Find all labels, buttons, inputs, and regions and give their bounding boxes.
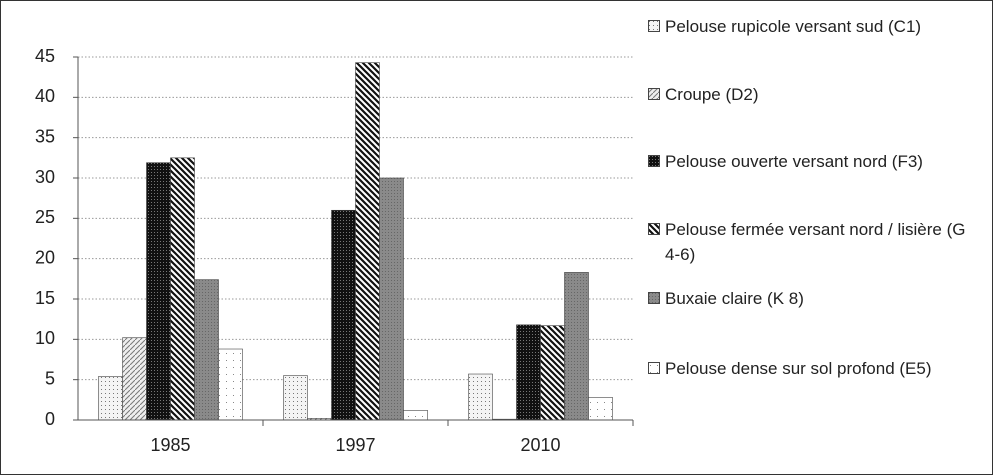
legend-entry: Pelouse rupicole versant sud (C1) [648, 14, 983, 39]
bar [468, 373, 493, 421]
legend-entry: Buxaie claire (K 8) [648, 286, 983, 311]
y-tick-label: 40 [35, 86, 55, 106]
y-tick-label: 25 [35, 207, 55, 227]
x-tick-label: 1997 [335, 435, 375, 455]
bar [355, 62, 380, 421]
legend-swatch [648, 223, 660, 235]
bar [218, 348, 243, 421]
bar [516, 324, 541, 421]
bar [98, 376, 123, 421]
bar [588, 397, 613, 421]
y-tick-label: 20 [35, 247, 55, 267]
y-tick-label: 35 [35, 126, 55, 146]
legend-label: Pelouse dense sur sol profond (E5) [665, 359, 932, 378]
legend-label: Buxaie claire (K 8) [665, 289, 804, 308]
y-tick-label: 0 [45, 409, 55, 429]
legend-entry: Pelouse ouverte versant nord (F3) [648, 149, 983, 174]
y-tick-label: 10 [35, 328, 55, 348]
x-tick-label: 1985 [150, 435, 190, 455]
y-tick-label: 30 [35, 167, 55, 187]
legend-entry: Croupe (D2) [648, 82, 983, 107]
bar [194, 279, 219, 421]
legend-swatch [648, 362, 660, 374]
legend-label: Croupe (D2) [665, 85, 759, 104]
legend-swatch-box [648, 155, 660, 167]
bar [540, 325, 565, 421]
bar [283, 375, 308, 421]
legend-swatch [648, 88, 660, 100]
legend-entry: Pelouse fermée versant nord / lisière (G… [648, 217, 983, 267]
bar [403, 410, 428, 421]
legend-entry: Pelouse dense sur sol profond (E5) [648, 356, 983, 381]
legend-label: Pelouse fermée versant nord / lisière (G… [665, 220, 966, 264]
legend-swatch [648, 20, 660, 32]
bar [564, 272, 589, 421]
bar [146, 162, 171, 421]
legend-label: Pelouse ouverte versant nord (F3) [665, 152, 923, 171]
bar [122, 337, 147, 421]
legend-swatch-box [648, 223, 660, 235]
legend-swatch [648, 292, 660, 304]
y-tick-label: 5 [45, 368, 55, 388]
legend-swatch-box [648, 88, 660, 100]
bar [331, 209, 356, 421]
legend-swatch-box [648, 362, 660, 374]
legend-swatch-box [648, 20, 660, 32]
y-tick-label: 15 [35, 288, 55, 308]
bar [379, 177, 404, 421]
y-tick-label: 45 [35, 46, 55, 66]
x-tick-label: 2010 [520, 435, 560, 455]
legend-swatch-box [648, 292, 660, 304]
bar [170, 157, 195, 421]
legend-swatch [648, 155, 660, 167]
legend-label: Pelouse rupicole versant sud (C1) [665, 17, 922, 36]
